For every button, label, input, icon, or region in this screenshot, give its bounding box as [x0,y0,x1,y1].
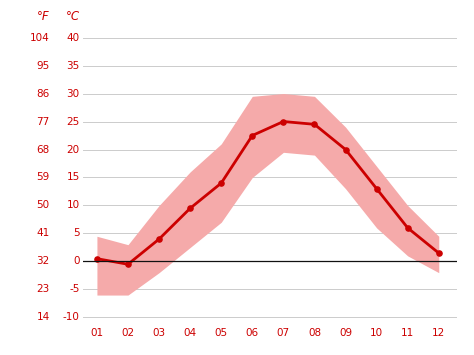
Point [373,186,381,192]
Text: 0: 0 [73,256,80,267]
Text: 30: 30 [66,88,80,99]
Point [155,236,163,242]
Text: 32: 32 [36,256,50,267]
Text: 14: 14 [36,312,50,322]
Text: 5: 5 [73,229,80,239]
Text: °F: °F [37,10,50,23]
Point [404,225,411,231]
Text: °C: °C [65,10,80,23]
Point [248,133,256,138]
Text: 77: 77 [36,116,50,126]
Text: 15: 15 [66,173,80,182]
Text: 104: 104 [30,33,50,43]
Point [93,256,101,262]
Text: 20: 20 [66,144,80,154]
Text: 95: 95 [36,61,50,71]
Text: -5: -5 [69,284,80,294]
Text: 59: 59 [36,173,50,182]
Point [280,119,287,124]
Point [310,121,318,127]
Text: 68: 68 [36,144,50,154]
Point [218,180,225,186]
Text: 25: 25 [66,116,80,126]
Text: 40: 40 [66,33,80,43]
Text: 23: 23 [36,284,50,294]
Text: 86: 86 [36,88,50,99]
Text: 41: 41 [36,229,50,239]
Text: 10: 10 [66,201,80,211]
Text: -10: -10 [63,312,80,322]
Text: 50: 50 [36,201,50,211]
Point [124,261,132,267]
Point [435,250,443,256]
Point [342,147,349,152]
Point [186,206,194,211]
Text: 35: 35 [66,61,80,71]
